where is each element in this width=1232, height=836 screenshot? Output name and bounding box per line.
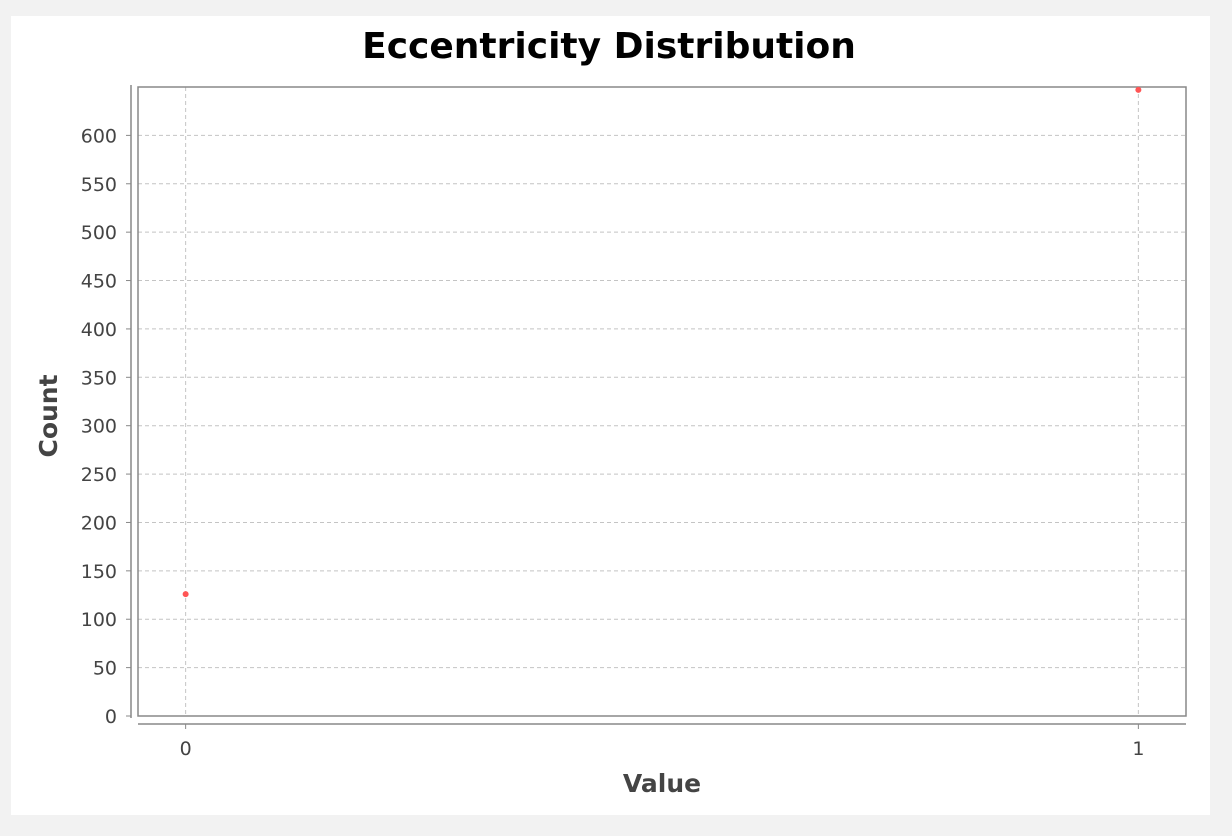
y-tick-labels: 0 50 100 150 200 250 300 350 400 450 500 550 600 bbox=[81, 125, 117, 728]
x-axis-label: Value bbox=[623, 769, 701, 798]
data-point bbox=[1135, 86, 1142, 93]
y-tick-label: 150 bbox=[81, 561, 117, 583]
grid-lines bbox=[138, 87, 1186, 717]
y-tick-label: 550 bbox=[81, 174, 117, 196]
y-tick-label: 0 bbox=[105, 706, 117, 728]
data-point bbox=[182, 591, 189, 598]
y-tick-label: 600 bbox=[81, 125, 117, 147]
chart-title: Eccentricity Distribution bbox=[362, 26, 856, 67]
x-tick-label: 0 bbox=[180, 738, 192, 760]
y-tick-label: 500 bbox=[81, 222, 117, 244]
y-tick-label: 350 bbox=[81, 367, 117, 389]
y-tick-label: 200 bbox=[81, 512, 117, 534]
axes bbox=[126, 85, 1186, 729]
chart-panel: Eccentricity Distribution 0 50 100 150 200 25… bbox=[11, 16, 1210, 815]
y-axis-label: Count bbox=[34, 374, 63, 457]
y-tick-label: 100 bbox=[81, 609, 117, 631]
data-points bbox=[182, 86, 1142, 598]
chart-svg: Eccentricity Distribution 0 50 100 150 200 25… bbox=[34, 26, 1187, 798]
y-tick-label: 400 bbox=[81, 319, 117, 341]
y-tick-label: 450 bbox=[81, 271, 117, 293]
y-tick-label: 300 bbox=[81, 416, 117, 438]
y-tick-label: 250 bbox=[81, 464, 117, 486]
x-tick-label: 1 bbox=[1132, 738, 1144, 760]
plot-frame bbox=[137, 86, 1187, 717]
y-tick-label: 50 bbox=[93, 658, 117, 680]
